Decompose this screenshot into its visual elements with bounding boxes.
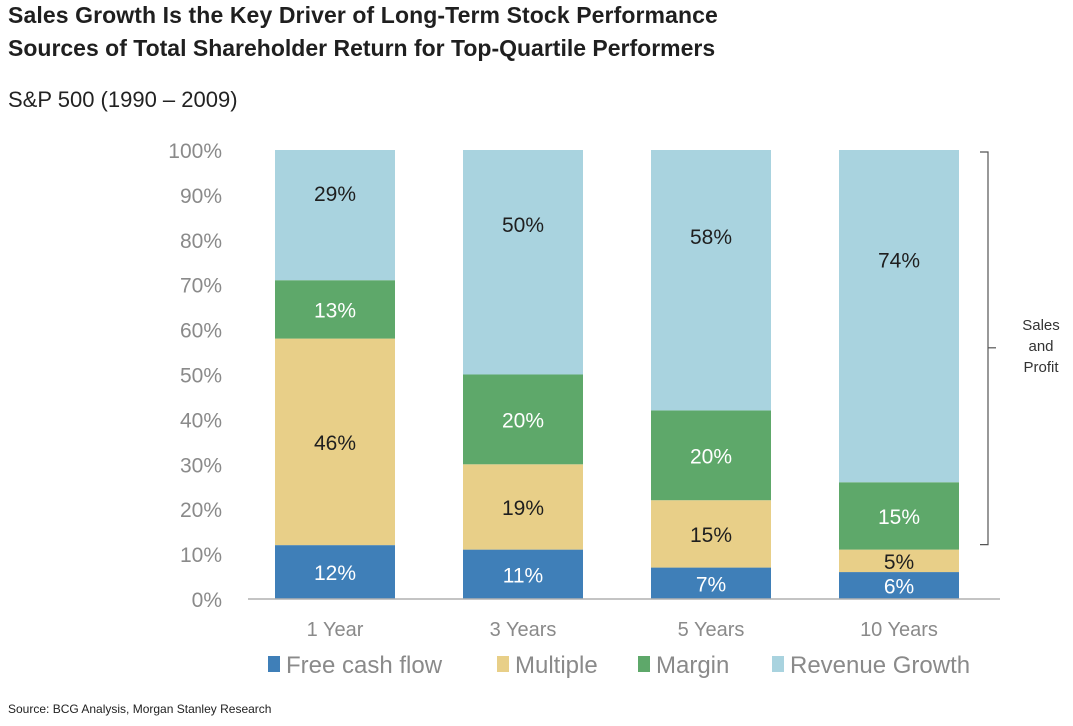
bar-segment [275,150,395,281]
y-tick-label: 100% [168,140,222,163]
bracket-label: and [1028,338,1053,355]
x-category-label: 10 Years [860,619,938,641]
legend-label: Free cash flow [286,652,443,679]
y-tick-label: 50% [180,365,222,388]
bar-value-label: 12% [314,562,356,585]
x-axis: 1 Year 3 Years 5 Years 10 Years [307,619,938,641]
bar-segment [839,572,959,599]
bar-value-label: 58% [690,226,732,249]
x-category-label: 1 Year [307,619,364,641]
y-tick-label: 60% [180,320,222,343]
y-tick-label: 80% [180,230,222,253]
legend-swatch [268,656,280,672]
y-tick-label: 0% [192,589,222,612]
legend-swatch [772,656,784,672]
bar-value-label: 11% [503,564,543,587]
legend: Free cash flow Multiple Margin Revenue Grow… [268,652,970,679]
bar-value-label: 15% [878,506,920,529]
y-tick-label: 20% [180,499,222,522]
bar-segment [839,549,959,573]
bar-value-label: 20% [502,409,544,432]
y-tick-label: 30% [180,454,222,477]
bars: 12% 46% 13% 29% 11% 19% 20% 50% 7% 15% 20% 58% 6%5% 1… [275,150,959,599]
bar-value-label: 50% [502,214,544,237]
chart-title: Sales Growth Is the Key Driver of Long-T… [8,2,718,28]
bar-value-label: 13% [314,299,356,322]
chart-subtitle-index: S&P 500 (1990 – 2009) [8,87,238,112]
bar-segment [463,150,583,375]
bracket-label: Profit [1023,359,1059,376]
x-category-label: 3 Years [490,619,557,641]
y-tick-label: 90% [180,185,222,208]
bar-value-label: 6% [884,576,914,599]
y-tick-label: 40% [180,409,222,432]
y-tick-label: 70% [180,275,222,298]
y-axis: 0% 10% 20% 30% 40% 50% 60% 70% 80% 90% 100% [168,140,222,612]
chart-subtitle: Sources of Total Shareholder Return for … [8,35,716,61]
bar-segment [275,280,395,339]
legend-swatch [497,656,509,672]
bar-segment [651,500,771,568]
source-note: Source: BCG Analysis, Morgan Stanley Res… [8,702,272,716]
bar-value-label: 15% [690,524,732,547]
y-tick-label: 10% [180,544,222,567]
bar-value-label: 29% [314,183,356,206]
bracket-label: Sales [1022,317,1060,334]
bar-segment [839,482,959,550]
bar-segment [651,150,771,411]
bar-value-label: 7% [696,573,726,596]
legend-label: Margin [656,652,729,679]
x-category-label: 5 Years [678,619,745,641]
bar-value-label: 46% [314,432,356,455]
sales-profit-bracket: Sales and Profit [980,151,1060,546]
legend-label: Multiple [515,652,598,679]
bar-segment [651,567,771,599]
bar-segment [275,545,395,599]
bar-segment [463,464,583,550]
bar-segment [463,549,583,599]
legend-swatch [638,656,650,672]
bar-value-label: 5% [884,551,914,574]
bar-segment [275,338,395,546]
legend-label: Revenue Growth [790,652,970,679]
bar-value-label: 20% [690,445,732,468]
bar-value-label: 19% [502,497,544,520]
bar-segment [839,150,959,483]
bar-segment [463,374,583,465]
bar-segment [651,410,771,501]
bar-value-label: 74% [878,250,920,273]
bracket-line [980,151,989,546]
